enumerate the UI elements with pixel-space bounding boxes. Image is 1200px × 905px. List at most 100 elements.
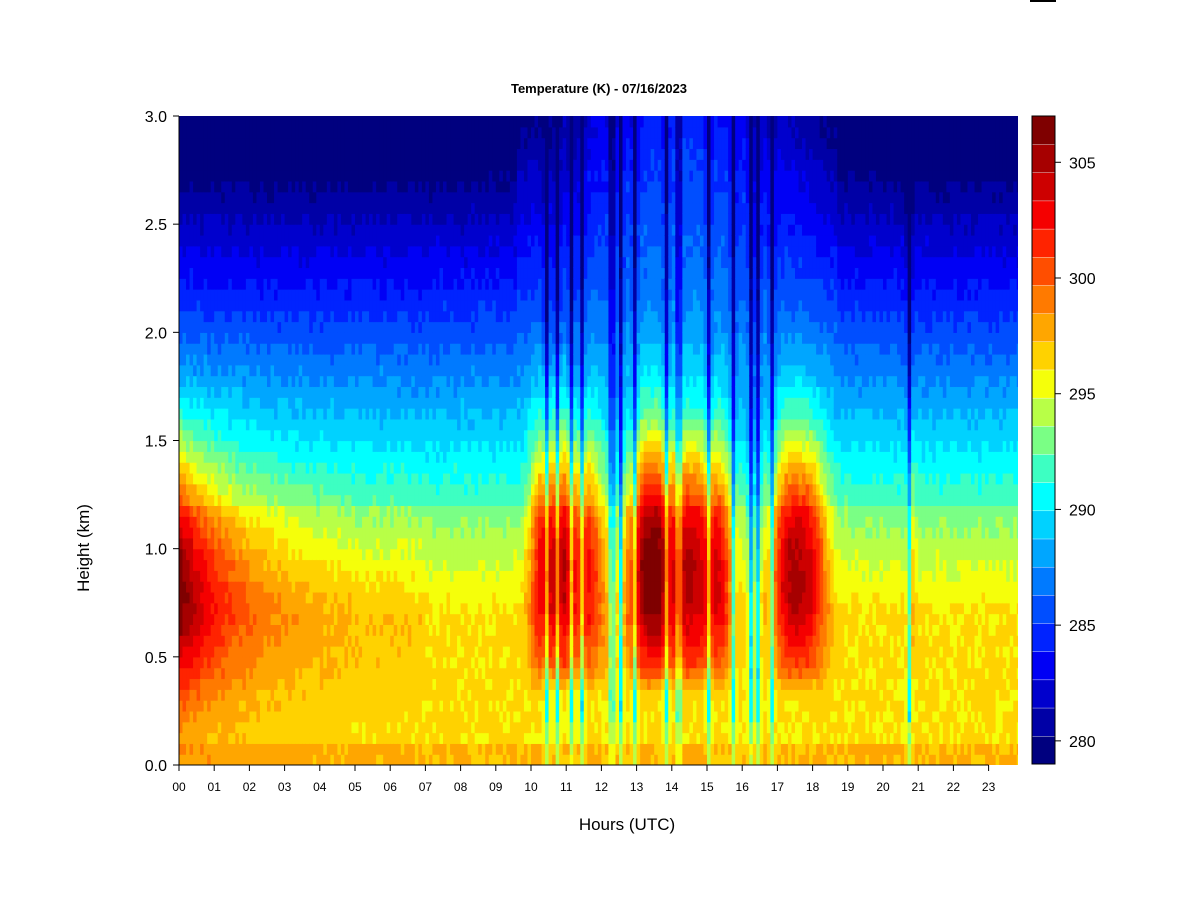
heatmap-cell — [340, 591, 346, 604]
heatmap-cell — [252, 440, 258, 452]
heatmap-cell — [414, 353, 419, 366]
heatmap-cell — [326, 234, 331, 247]
heatmap-cell — [323, 570, 328, 582]
heatmap-cell — [319, 689, 324, 701]
heatmap-cell — [428, 505, 434, 517]
heatmap-cell — [189, 137, 194, 150]
heatmap-cell — [351, 245, 356, 258]
heatmap-cell — [182, 581, 187, 593]
heatmap-cell — [259, 505, 265, 517]
heatmap-cell — [467, 613, 472, 625]
heatmap-cell — [351, 635, 356, 647]
heatmap-cell — [309, 245, 314, 258]
heatmap-cell — [337, 591, 342, 604]
heatmap-cell — [355, 234, 360, 247]
heatmap-cell — [443, 667, 448, 680]
heatmap-cell — [453, 278, 458, 290]
heatmap-cell — [214, 321, 219, 333]
heatmap-cell — [281, 440, 286, 452]
heatmap-cell — [316, 754, 321, 765]
heatmap-cell — [189, 278, 194, 290]
heatmap-cell — [281, 310, 286, 323]
heatmap-cell — [421, 353, 426, 366]
heatmap-cell — [263, 472, 268, 485]
heatmap-cell — [435, 364, 441, 377]
heatmap-cell — [323, 289, 328, 301]
heatmap-cell — [358, 299, 363, 312]
heatmap-cell — [397, 602, 402, 615]
heatmap-cell — [467, 581, 472, 593]
heatmap-cell — [362, 581, 367, 593]
heatmap-cell — [418, 213, 423, 225]
heatmap-cell — [238, 180, 243, 193]
heatmap-cell — [309, 516, 314, 528]
heatmap-cell — [464, 353, 469, 366]
heatmap-cell — [418, 364, 423, 377]
heatmap-cell — [376, 451, 381, 463]
heatmap-cell — [231, 700, 236, 712]
heatmap-cell — [347, 310, 353, 323]
heatmap-cell — [217, 170, 222, 182]
heatmap-cell — [358, 234, 363, 247]
heatmap-cell — [259, 721, 265, 734]
heatmap-cell — [460, 397, 465, 409]
heatmap-cell — [390, 245, 395, 258]
heatmap-cell — [238, 494, 243, 506]
heatmap-cell — [372, 710, 377, 723]
heatmap-cell — [182, 656, 187, 669]
heatmap-cell — [281, 234, 286, 247]
heatmap-cell — [418, 202, 423, 214]
heatmap-cell — [428, 364, 434, 377]
heatmap-cell — [252, 472, 258, 485]
heatmap-cell — [210, 732, 215, 744]
heatmap-cell — [323, 267, 328, 279]
heatmap-cell — [467, 505, 472, 517]
heatmap-cell — [362, 678, 367, 690]
heatmap-cell — [421, 710, 426, 723]
heatmap-cell — [259, 364, 265, 377]
heatmap-cell — [291, 646, 296, 658]
heatmap-cell — [316, 137, 321, 150]
heatmap-cell — [351, 505, 356, 517]
heatmap-cell — [274, 386, 279, 398]
heatmap-cell — [186, 591, 191, 604]
heatmap-cell — [284, 483, 289, 496]
heatmap-cell — [231, 267, 236, 279]
heatmap-cell — [207, 202, 212, 214]
heatmap-cell — [221, 170, 226, 182]
heatmap-cell — [365, 537, 370, 550]
heatmap-cell — [316, 224, 321, 236]
heatmap-cell — [179, 213, 184, 225]
heatmap-cell — [179, 429, 184, 442]
heatmap-cell — [196, 299, 201, 312]
heatmap-cell — [337, 700, 342, 712]
heatmap-cell — [203, 202, 208, 214]
heatmap-cell — [372, 700, 377, 712]
heatmap-cell — [263, 516, 268, 528]
heatmap-cell — [259, 451, 265, 463]
heatmap-cell — [369, 191, 374, 204]
heatmap-cell — [393, 570, 398, 582]
heatmap-cell — [295, 472, 300, 485]
heatmap-cell — [390, 213, 395, 225]
heatmap-cell — [305, 667, 310, 680]
heatmap-cell — [358, 310, 363, 323]
heatmap-cell — [196, 332, 201, 344]
heatmap-cell — [457, 646, 462, 658]
heatmap-cell — [411, 548, 416, 561]
heatmap-cell — [376, 602, 381, 615]
heatmap-cell — [457, 505, 462, 517]
heatmap-cell — [414, 710, 419, 723]
heatmap-cell — [414, 451, 419, 463]
heatmap-cell — [249, 743, 254, 755]
heatmap-cell — [228, 451, 233, 463]
heatmap-cell — [432, 180, 437, 193]
heatmap-cell — [207, 191, 212, 204]
heatmap-cell — [347, 375, 353, 388]
heatmap-cell — [291, 527, 296, 539]
heatmap-cell — [446, 418, 451, 431]
heatmap-cell — [309, 613, 314, 625]
heatmap-cell — [277, 624, 282, 636]
heatmap-cell — [379, 418, 384, 431]
